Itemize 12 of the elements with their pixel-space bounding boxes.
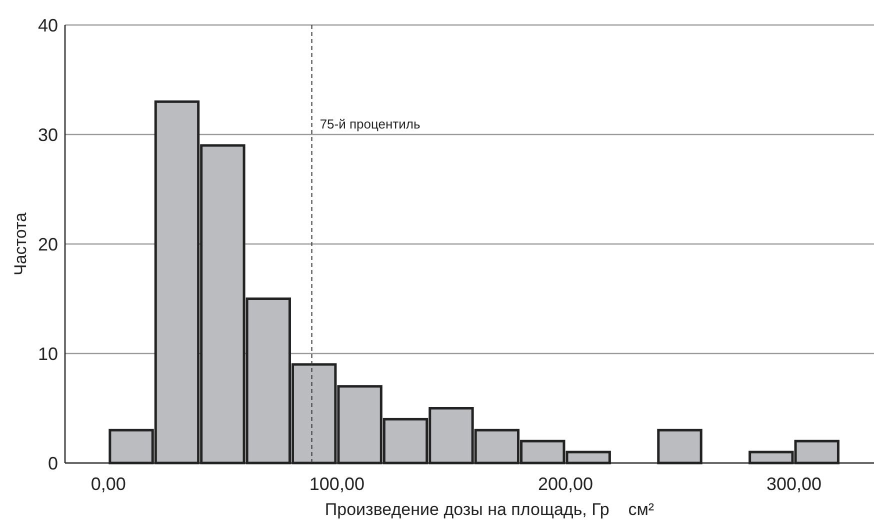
ref-line-label: 75-й процентиль [320,116,420,132]
y-axis-title: Частота [11,212,30,276]
x-tick-label: 100,00 [309,474,364,494]
x-tick-label: 0,00 [90,474,126,494]
y-tick-label: 30 [38,124,58,145]
y-tick-label: 20 [38,234,58,254]
x-axis-title: Произведение дозы на площадь, Гр см² [324,500,654,519]
x-tick-label: 300,00 [766,474,822,494]
y-tick-label: 10 [38,344,58,364]
x-tick-label: 200,00 [538,474,594,494]
y-tick-label: 40 [38,15,58,36]
y-tick-label: 0 [48,453,58,474]
